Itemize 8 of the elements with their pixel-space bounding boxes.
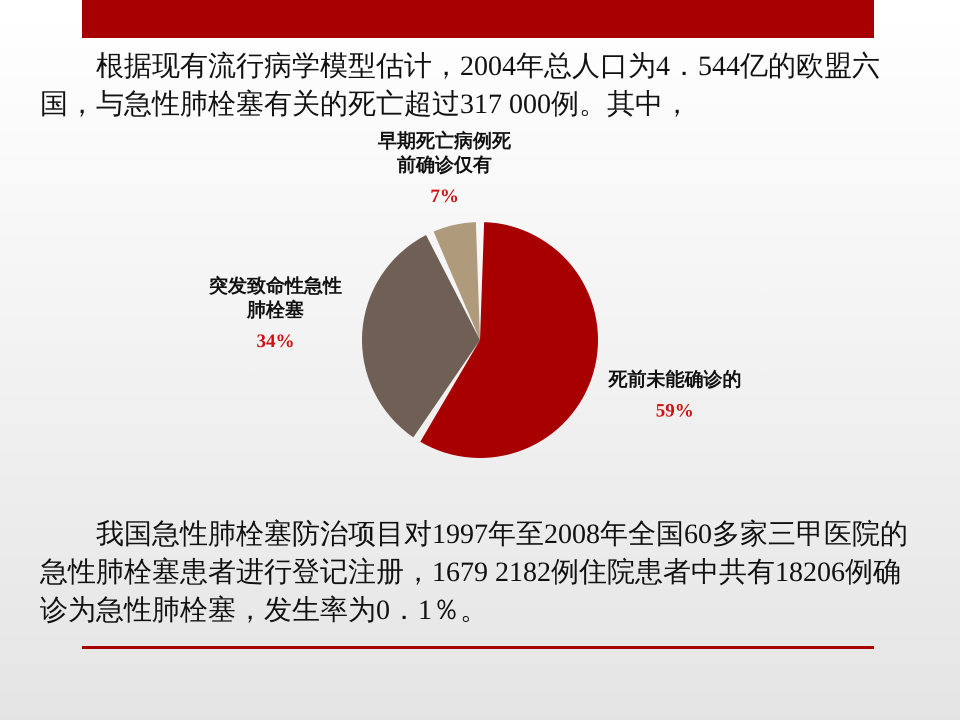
chart-title: 根据现有流行病学模型估计，2004年总人口为4．544亿的欧盟六国，与急性肺栓塞有关的死亡超过317 000例。其中， bbox=[40, 50, 881, 122]
data-label: 7% bbox=[430, 186, 459, 207]
slice-label: 突发致命性急性肺栓塞 bbox=[208, 275, 342, 322]
text: 我国急性肺栓塞防治项目对1997年至2008年全国60多家三甲医院的急性肺栓塞患者进行登记注册，1679 2182例住院患者中共有18206例确诊为急性肺栓塞，发生率为0．1％。 bbox=[40, 518, 909, 628]
slice-label: 死前未能确诊的 bbox=[607, 368, 742, 391]
data-label: 59% bbox=[656, 400, 694, 422]
data-label: 34% bbox=[256, 331, 295, 352]
slice-label: 早期死亡病例死前确诊仅有 bbox=[377, 130, 512, 176]
